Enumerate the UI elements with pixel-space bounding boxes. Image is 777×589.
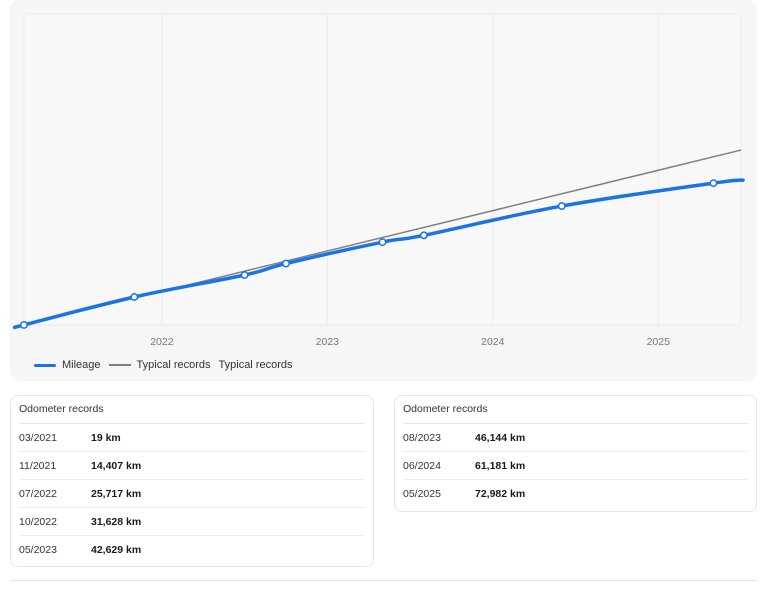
mileage-point — [240, 271, 249, 279]
legend-item-typical[interactable]: Typical records — [108, 359, 211, 371]
record-value: 19 km — [91, 431, 121, 444]
legend-label-typical-extra: Typical records — [218, 359, 293, 371]
legend-label-mileage: Mileage — [62, 359, 101, 371]
record-value: 42,629 km — [91, 543, 142, 556]
record-value: 31,628 km — [91, 515, 142, 528]
records-title: Odometer records — [403, 396, 748, 424]
record-date: 05/2025 — [403, 487, 441, 500]
record-row: 07/2022 25,717 km — [19, 480, 365, 508]
mileage-point — [557, 202, 566, 211]
mileage-point — [419, 231, 428, 240]
mileage-point — [378, 238, 387, 247]
record-row: 10/2022 31,628 km — [19, 508, 365, 536]
record-date: 03/2021 — [19, 431, 57, 444]
odometer-records-right: Odometer records 08/2023 46,144 km 06/20… — [394, 395, 757, 512]
record-value: 72,982 km — [475, 487, 526, 500]
record-date: 08/2023 — [403, 431, 441, 444]
record-value: 46,144 km — [475, 431, 526, 444]
x-tick-label: 2023 — [316, 336, 340, 348]
record-value: 61,181 km — [475, 459, 526, 472]
records-title: Odometer records — [19, 396, 365, 424]
legend-item-typical-extra[interactable]: Typical records — [219, 359, 293, 371]
record-row: 03/2021 19 km — [19, 424, 365, 452]
record-date: 05/2023 — [19, 543, 57, 556]
legend-swatch-mileage — [34, 363, 56, 367]
record-date: 06/2024 — [403, 459, 441, 472]
record-row: 05/2025 72,982 km — [403, 480, 748, 507]
bottom-divider — [10, 580, 757, 581]
plot-area — [23, 13, 742, 326]
record-row: 11/2021 14,407 km — [19, 452, 365, 480]
mileage-chart-card: 2022 2023 2024 2025 Mileage Typical records… — [10, 0, 757, 381]
mileage-line — [12, 178, 745, 330]
record-value: 14,407 km — [91, 459, 142, 472]
mileage-point — [130, 293, 139, 301]
x-tick-label: 2024 — [481, 336, 505, 348]
legend-item-mileage[interactable]: Mileage — [34, 359, 101, 371]
x-tick-label: 2022 — [150, 336, 174, 348]
record-date: 11/2021 — [19, 459, 57, 472]
mileage-chart: 2022 2023 2024 2025 — [12, 13, 745, 348]
record-date: 07/2022 — [19, 487, 57, 500]
legend-label-typical: Typical records — [136, 359, 211, 371]
record-value: 25,717 km — [91, 487, 142, 500]
mileage-point — [282, 259, 290, 268]
x-tick-label: 2025 — [647, 336, 671, 348]
record-row: 06/2024 61,181 km — [403, 452, 748, 480]
mileage-point — [20, 321, 28, 329]
odometer-records-left: Odometer records 03/2021 19 km 11/2021 1… — [10, 395, 374, 567]
chart-legend: Mileage Typical records Typical records — [34, 359, 301, 371]
record-row: 05/2023 42,629 km — [19, 536, 365, 563]
record-row: 08/2023 46,144 km — [403, 424, 748, 452]
mileage-point — [709, 179, 718, 188]
record-date: 10/2022 — [19, 515, 57, 528]
legend-swatch-typical — [108, 364, 131, 366]
